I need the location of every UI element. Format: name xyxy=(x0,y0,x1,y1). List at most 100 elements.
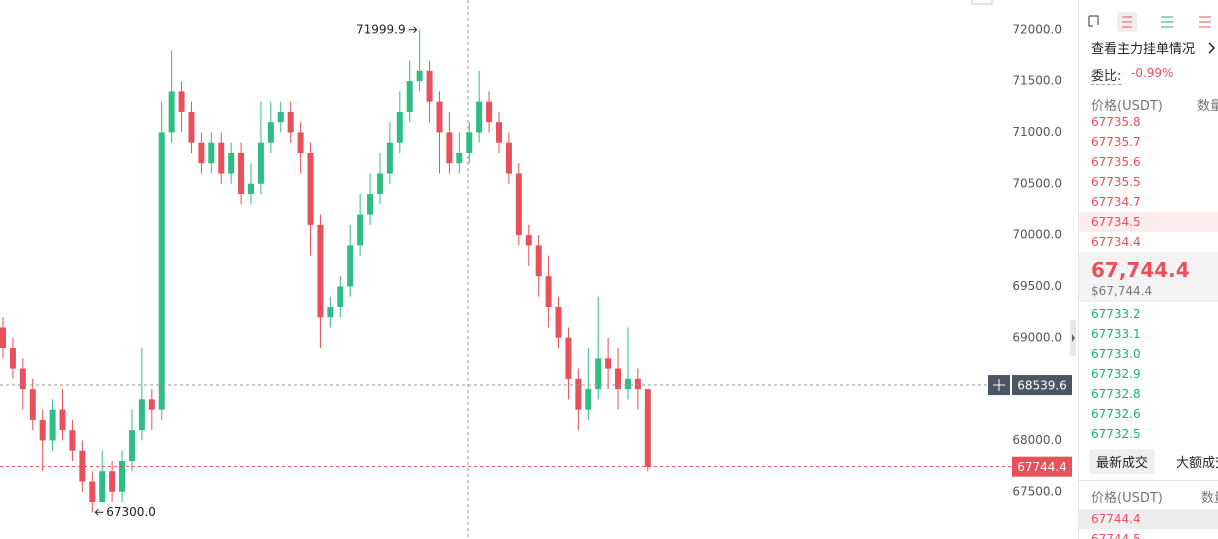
bid-row[interactable]: 67732.9 xyxy=(1079,364,1218,384)
tab[interactable]: 大额成交 xyxy=(1176,456,1218,471)
candle-body xyxy=(634,378,641,390)
candle-body xyxy=(49,409,56,441)
y-tick-label: 70000.0 xyxy=(1012,228,1062,242)
candle-body xyxy=(386,142,393,174)
price: 67732.6 xyxy=(1091,407,1141,421)
ask-row[interactable]: 67735.8 xyxy=(1079,112,1218,132)
divider xyxy=(1079,480,1218,481)
candle-body xyxy=(267,122,274,143)
bid-row[interactable]: 67732.8 xyxy=(1079,384,1218,404)
tab-active[interactable]: 最新成交 xyxy=(1089,449,1156,474)
candle-body xyxy=(119,460,126,492)
bid-row[interactable]: 67733.1 xyxy=(1079,324,1218,344)
candle-body xyxy=(644,389,651,467)
ask-row[interactable]: 67734.5 xyxy=(1079,212,1218,232)
candle-body xyxy=(357,214,364,246)
icon[interactable] xyxy=(1199,16,1211,28)
ratio-label: 委比: xyxy=(1091,65,1122,85)
crosshair-label: 68539.6 xyxy=(1017,379,1067,393)
last-price-label: 67744.4 xyxy=(1017,460,1067,474)
candle-body xyxy=(9,348,16,369)
candle-body xyxy=(595,358,602,390)
ask-row[interactable]: 67734.4 xyxy=(1079,232,1218,252)
candle-body xyxy=(615,368,622,390)
candle-body xyxy=(376,173,383,195)
candle-body xyxy=(19,368,26,390)
y-tick-label: 69000.0 xyxy=(1012,330,1062,344)
y-tick-label: 72000.0 xyxy=(1012,22,1062,36)
icon[interactable] xyxy=(1088,15,1099,27)
candle-body xyxy=(406,81,413,112)
candle-body xyxy=(297,132,304,153)
candle-body xyxy=(228,152,235,174)
y-tick-label: 67500.0 xyxy=(1012,484,1062,498)
candle-body xyxy=(148,399,155,410)
min-label: 67300.0 xyxy=(106,505,156,519)
candle-body xyxy=(198,142,205,164)
candle-body xyxy=(505,142,512,174)
candle-body xyxy=(545,276,552,307)
side-panel: 查看主力挂单情况 委比: -0.99% 价格(USDT) 数量 67735.8 6… xyxy=(1078,0,1218,539)
y-tick-label: 68000.0 xyxy=(1012,433,1062,447)
last-price: 67,744.4 xyxy=(1091,258,1190,282)
bid-row[interactable]: 67732.5 xyxy=(1079,424,1218,444)
y-tick-label: 71500.0 xyxy=(1012,74,1062,88)
bid-row[interactable]: 67733.0 xyxy=(1079,344,1218,364)
price: 67732.9 xyxy=(1091,367,1141,381)
trade-row[interactable]: 67744.5 xyxy=(1079,529,1218,539)
bid-row[interactable]: 67733.2 xyxy=(1079,304,1218,324)
price: 67744.5 xyxy=(1091,532,1141,539)
window-control[interactable] xyxy=(971,0,993,5)
ask-row[interactable]: 67735.7 xyxy=(1079,132,1218,152)
y-tick-label: 71000.0 xyxy=(1012,125,1062,139)
ask-row[interactable]: 67735.5 xyxy=(1079,172,1218,192)
candle-body xyxy=(525,235,532,246)
candle-body xyxy=(29,389,36,420)
candle-body xyxy=(446,132,453,164)
plus-icon xyxy=(993,379,1005,392)
candle-body xyxy=(109,471,116,492)
candle-body xyxy=(168,91,175,133)
max-label: 71999.9 xyxy=(356,22,406,36)
candle-body xyxy=(624,378,631,390)
toolbar xyxy=(1088,12,1211,32)
last-price-usd: $67,744.4 xyxy=(1091,284,1153,298)
order-link[interactable]: 查看主力挂单情况 xyxy=(1091,42,1196,57)
candle-body xyxy=(575,378,582,410)
candle-body xyxy=(496,122,502,143)
trade-row[interactable]: 67744.4 xyxy=(1079,509,1218,529)
candle-body xyxy=(99,471,106,503)
candle-body xyxy=(0,327,6,349)
y-tick-label: 69500.0 xyxy=(1012,279,1062,293)
price: 67732.8 xyxy=(1091,387,1141,401)
chart: 72000.0 71500.0 71000.0 70500.0 70000.0 69500… xyxy=(0,0,1076,539)
price: 67732.5 xyxy=(1091,427,1141,441)
ask-row[interactable]: 67735.6 xyxy=(1079,152,1218,172)
candle-body xyxy=(39,419,46,441)
candle-body xyxy=(347,245,354,287)
header-qty: 数量 xyxy=(1201,491,1218,506)
candle-body xyxy=(565,337,572,379)
handle-arrow xyxy=(1072,334,1075,342)
candle-body xyxy=(287,111,294,133)
candle-body xyxy=(456,152,463,164)
candle-body xyxy=(89,481,96,503)
price: 67735.6 xyxy=(1091,155,1141,169)
price: 67735.7 xyxy=(1091,135,1141,149)
row-highlight xyxy=(1079,509,1218,529)
candle-body xyxy=(178,91,185,112)
candle-body xyxy=(327,306,334,318)
header-price: 价格(USDT) xyxy=(1091,99,1163,114)
price: 67733.2 xyxy=(1091,307,1141,321)
price: 67733.1 xyxy=(1091,327,1141,341)
candle-body xyxy=(277,111,284,123)
candle-body xyxy=(555,306,562,338)
ask-row[interactable]: 67734.7 xyxy=(1079,192,1218,212)
bid-row[interactable]: 67732.6 xyxy=(1079,404,1218,424)
icon[interactable] xyxy=(1161,16,1173,28)
icon[interactable] xyxy=(1122,16,1132,28)
price: 67735.5 xyxy=(1091,175,1141,189)
header-qty: 数量 xyxy=(1197,99,1218,114)
candle-body xyxy=(248,183,254,195)
